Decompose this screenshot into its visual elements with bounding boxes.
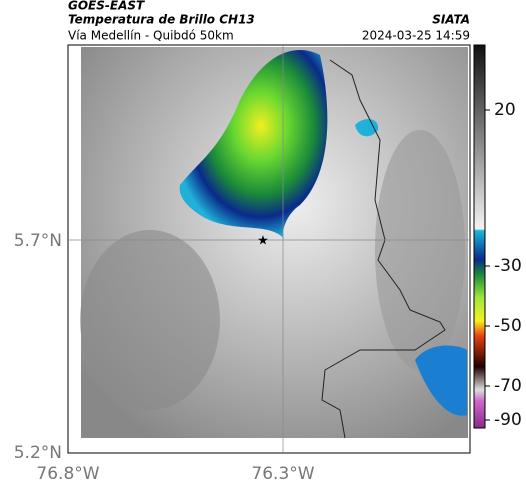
subtitle: Vía Medellín - Quibdó 50km	[68, 29, 234, 43]
org: SIATA	[432, 13, 470, 27]
lat-label: 5.7°N	[14, 231, 62, 251]
colorbar-tick-label: -90	[494, 410, 522, 430]
convective-cloud	[179, 50, 328, 241]
colorbar-tick-label: -30	[494, 256, 522, 276]
colorbar-tick-label: -70	[494, 376, 522, 396]
lon-label: 76.8°W	[36, 464, 99, 484]
boundary	[321, 59, 446, 439]
colorbar-tick-label: 20	[494, 100, 516, 120]
colorbar-tick-label: -50	[494, 316, 522, 336]
colorbar-ticks: 20 -30 -50 -70 -90	[485, 100, 522, 430]
cloud-field	[375, 130, 465, 370]
title: Temperatura de Brillo CH13	[68, 13, 255, 27]
location-star: ★	[257, 234, 269, 249]
colorbar	[473, 44, 486, 429]
convective-cloud	[355, 118, 379, 137]
source: GOES-EAST	[68, 0, 145, 13]
datetime: 2024-03-25 14:59	[362, 29, 470, 43]
convective-cloud	[415, 345, 467, 416]
lon-label: 76.3°W	[251, 464, 314, 484]
lat-label: 5.2°N	[14, 443, 62, 463]
cloud-field	[80, 230, 220, 410]
